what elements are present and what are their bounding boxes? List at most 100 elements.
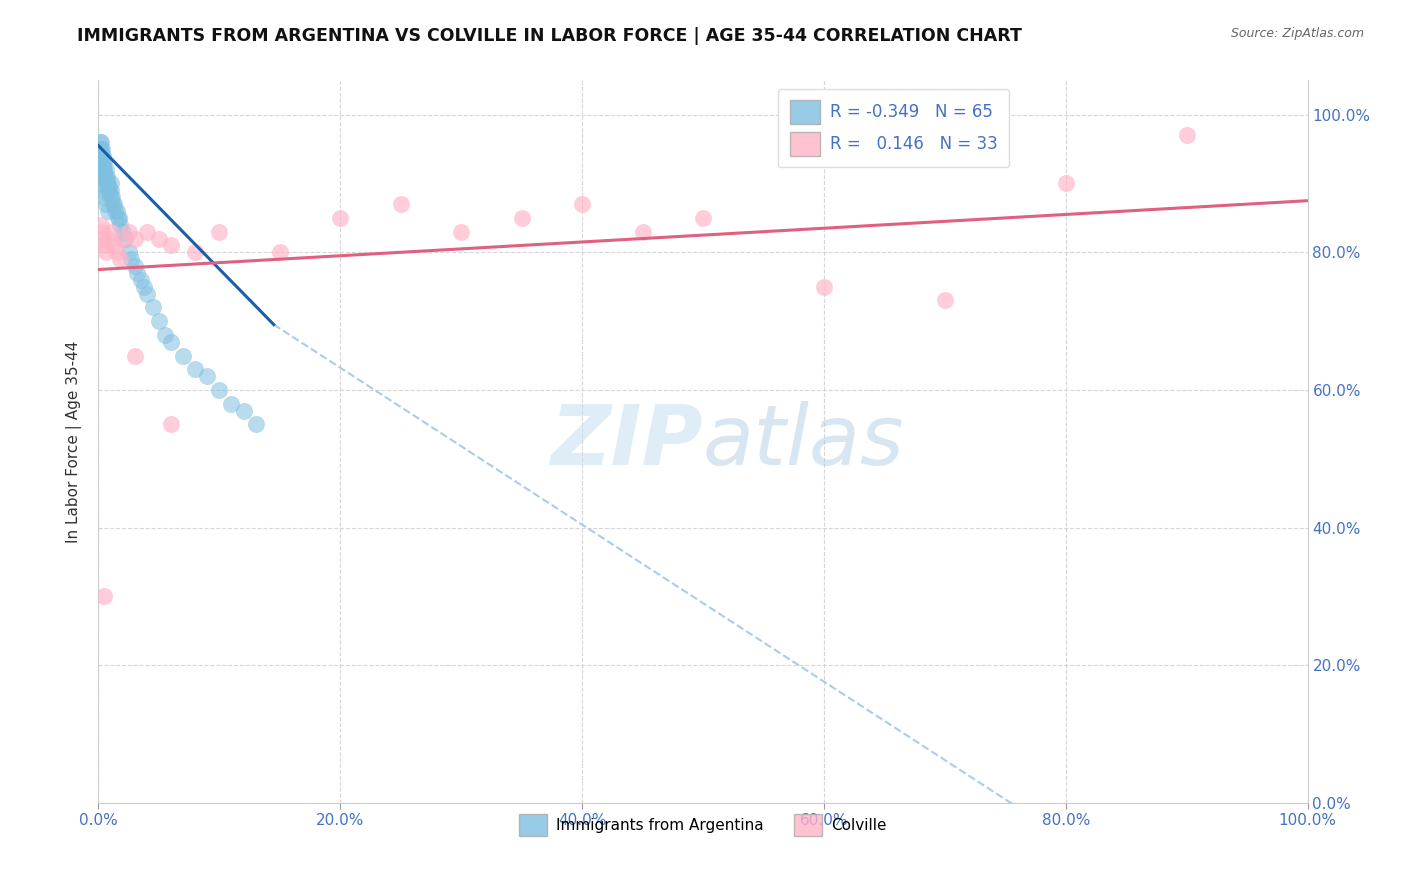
Point xyxy=(94,245,117,260)
Point xyxy=(90,169,112,184)
Point xyxy=(148,231,170,245)
Point xyxy=(111,225,134,239)
Point xyxy=(153,327,176,342)
Point xyxy=(91,231,114,245)
Point xyxy=(96,177,118,191)
Text: IMMIGRANTS FROM ARGENTINA VS COLVILLE IN LABOR FORCE | AGE 35-44 CORRELATION CHA: IMMIGRANTS FROM ARGENTINA VS COLVILLE IN… xyxy=(77,27,1022,45)
Point xyxy=(90,156,112,170)
Text: atlas: atlas xyxy=(703,401,904,482)
Point xyxy=(97,177,120,191)
Point xyxy=(148,314,170,328)
Point xyxy=(93,156,115,170)
Point xyxy=(97,183,120,197)
Point xyxy=(934,293,956,308)
Point xyxy=(245,417,267,432)
Point xyxy=(108,252,131,267)
Point xyxy=(97,204,120,219)
Point xyxy=(813,279,835,293)
Point xyxy=(90,142,112,156)
Point xyxy=(111,231,134,245)
Point xyxy=(160,417,183,432)
Point xyxy=(107,211,129,225)
Point xyxy=(100,177,122,191)
Point xyxy=(98,183,121,197)
Point xyxy=(89,162,111,177)
Point xyxy=(89,135,111,149)
Point xyxy=(90,218,112,232)
Point xyxy=(101,197,124,211)
Point xyxy=(105,245,128,260)
Point xyxy=(269,245,291,260)
Point xyxy=(208,225,231,239)
Point xyxy=(103,197,125,211)
Point xyxy=(160,238,183,252)
Point xyxy=(101,238,124,252)
Point xyxy=(124,231,146,245)
Point xyxy=(124,349,146,363)
Point xyxy=(108,211,131,225)
Point xyxy=(91,142,114,156)
Point xyxy=(94,169,117,184)
Point xyxy=(135,286,157,301)
Point xyxy=(232,403,254,417)
Point xyxy=(91,169,114,184)
Point xyxy=(91,149,114,163)
Point xyxy=(134,279,156,293)
Legend: Immigrants from Argentina, Colville: Immigrants from Argentina, Colville xyxy=(513,808,893,842)
Point xyxy=(108,218,131,232)
Point xyxy=(97,231,120,245)
Point xyxy=(135,225,157,239)
Point xyxy=(100,190,122,204)
Point xyxy=(127,266,149,280)
Point xyxy=(195,369,218,384)
Point xyxy=(172,349,194,363)
Text: Source: ZipAtlas.com: Source: ZipAtlas.com xyxy=(1230,27,1364,40)
Point xyxy=(329,211,352,225)
Point xyxy=(118,225,141,239)
Point xyxy=(450,225,472,239)
Text: ZIP: ZIP xyxy=(550,401,703,482)
Point xyxy=(100,190,122,204)
Point xyxy=(692,211,714,225)
Point xyxy=(90,135,112,149)
Point xyxy=(104,204,127,219)
Point xyxy=(631,225,654,239)
Point xyxy=(91,162,114,177)
Point xyxy=(184,245,207,260)
Point xyxy=(510,211,533,225)
Point xyxy=(93,238,115,252)
Point xyxy=(142,301,165,315)
Point xyxy=(90,162,112,177)
Point xyxy=(221,397,243,411)
Point xyxy=(91,156,114,170)
Point xyxy=(91,156,114,170)
Point xyxy=(571,197,593,211)
Y-axis label: In Labor Force | Age 35-44: In Labor Force | Age 35-44 xyxy=(66,341,83,542)
Point xyxy=(129,273,152,287)
Point xyxy=(91,183,114,197)
Point xyxy=(114,231,136,245)
Point xyxy=(96,169,118,184)
Point xyxy=(100,225,122,239)
Point xyxy=(208,383,231,397)
Point xyxy=(1054,177,1077,191)
Point xyxy=(160,334,183,349)
Point xyxy=(93,162,115,177)
Point xyxy=(94,197,117,211)
Point xyxy=(184,362,207,376)
Point xyxy=(94,162,117,177)
Point xyxy=(1175,128,1198,143)
Point xyxy=(91,162,114,177)
Point xyxy=(91,225,114,239)
Point xyxy=(93,169,115,184)
Point xyxy=(89,156,111,170)
Point xyxy=(118,245,141,260)
Point xyxy=(120,252,142,267)
Point xyxy=(90,177,112,191)
Point xyxy=(93,590,115,604)
Point xyxy=(105,204,128,219)
Point xyxy=(100,183,122,197)
Point xyxy=(389,197,412,211)
Point xyxy=(89,142,111,156)
Point xyxy=(91,190,114,204)
